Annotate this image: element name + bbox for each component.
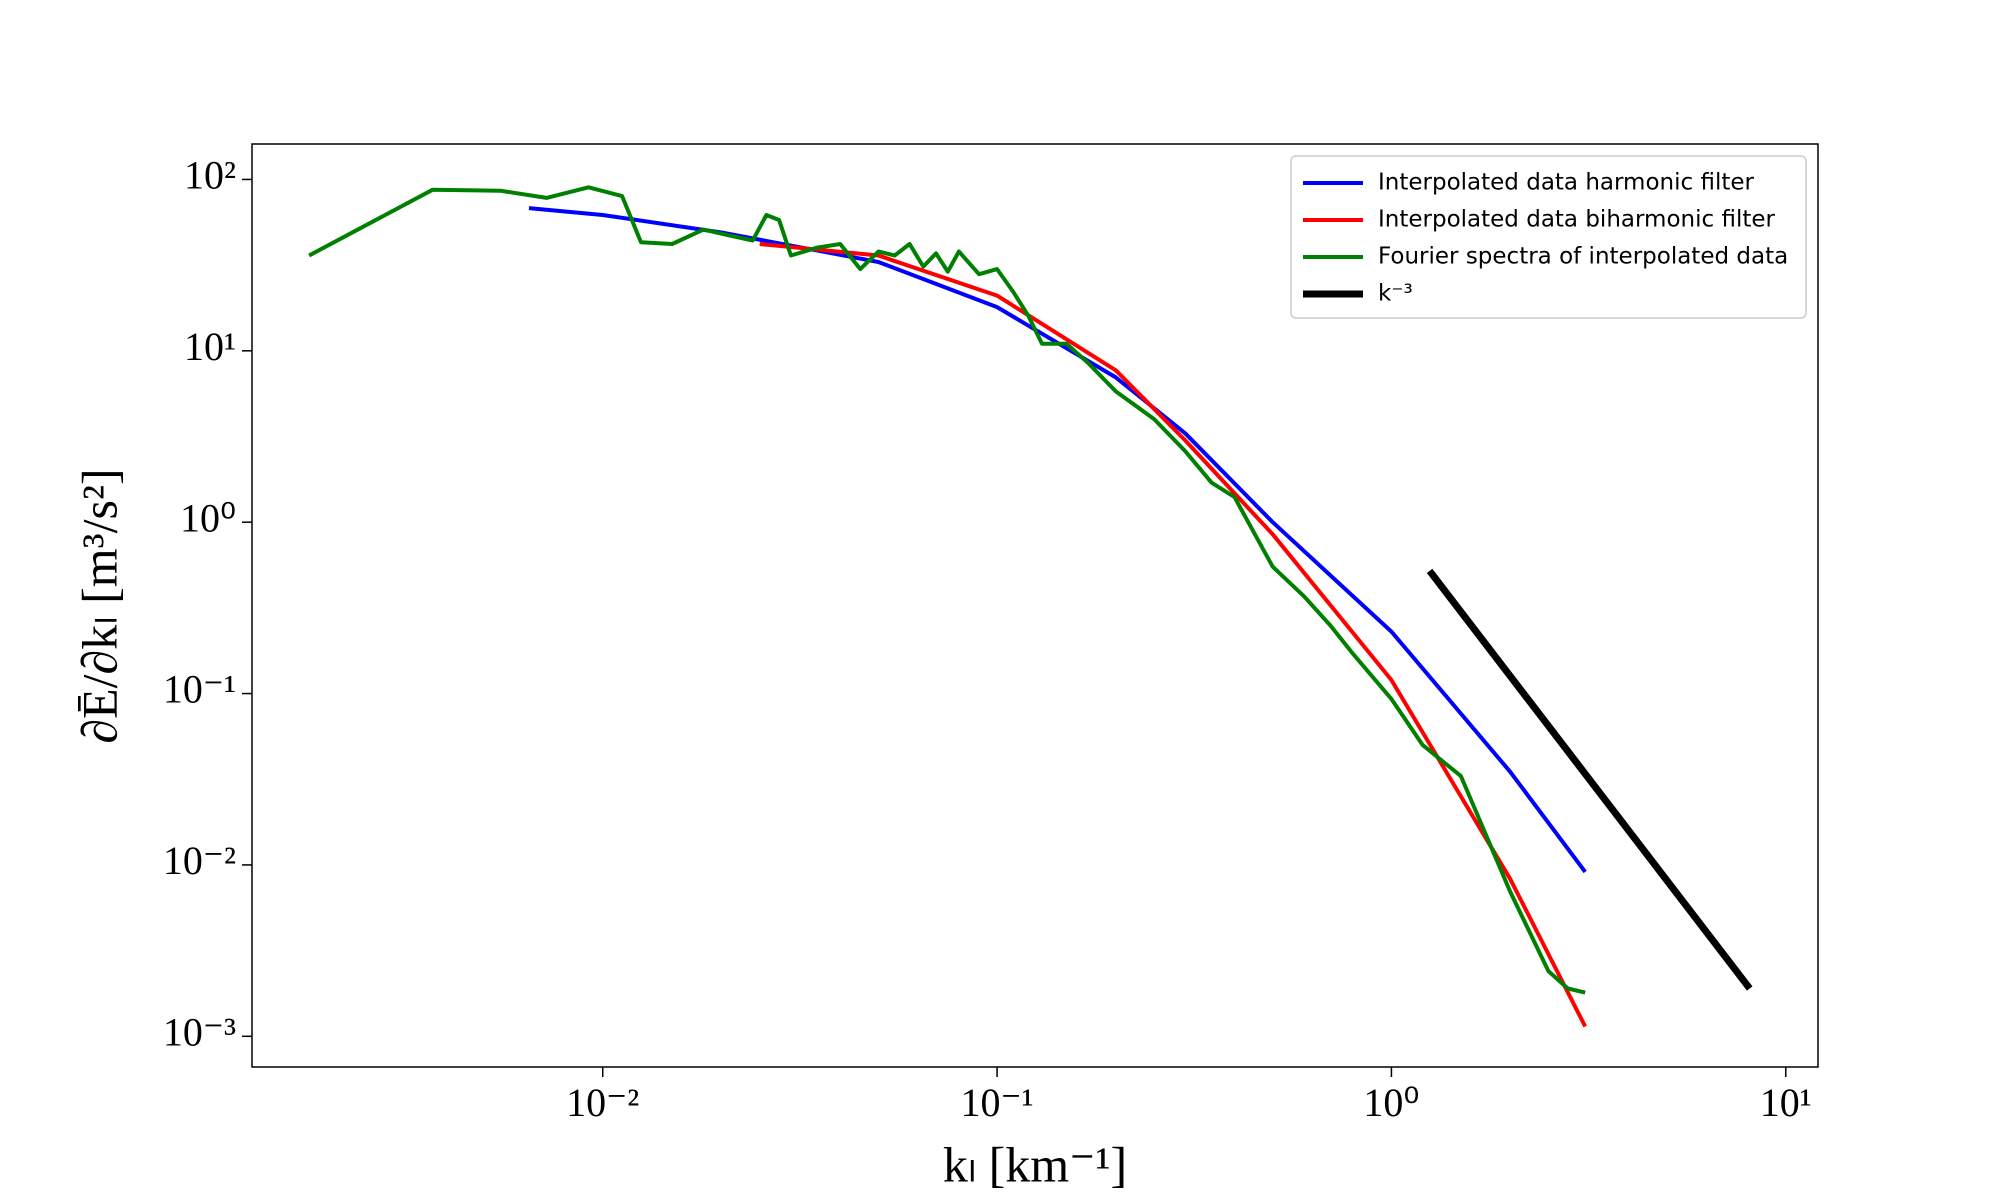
y-axis-label: ∂Ē/∂kₗ [m³/s²] (71, 468, 127, 743)
plot-frame (251, 143, 1819, 1068)
legend-box (1290, 155, 1807, 319)
y-tick-label: 10¹ (184, 324, 236, 369)
legend-label: Fourier spectra of interpolated data (1378, 244, 1788, 270)
x-tick-label: 10⁻¹ (961, 1080, 1034, 1125)
y-tick-label: 10² (184, 153, 236, 198)
x-tick-label: 10⁻² (566, 1080, 639, 1125)
y-tick-label: 10⁻² (163, 838, 236, 883)
x-tick-label: 10⁰ (1363, 1080, 1419, 1125)
x-axis-label: kₗ [km⁻¹] (943, 1136, 1127, 1192)
y-tick-label: 10⁻³ (163, 1009, 236, 1054)
x-tick-label: 10¹ (1760, 1080, 1812, 1125)
legend-label: k⁻³ (1378, 281, 1413, 307)
legend-label: Interpolated data biharmonic filter (1378, 207, 1775, 233)
series-line (308, 185, 1586, 995)
y-tick-label: 10⁻¹ (163, 667, 236, 712)
legend-label: Interpolated data harmonic filter (1378, 170, 1755, 196)
series-line (1426, 568, 1753, 991)
y-tick-label: 10⁰ (180, 495, 236, 540)
series-line (528, 206, 1587, 874)
series-line (759, 242, 1587, 1028)
